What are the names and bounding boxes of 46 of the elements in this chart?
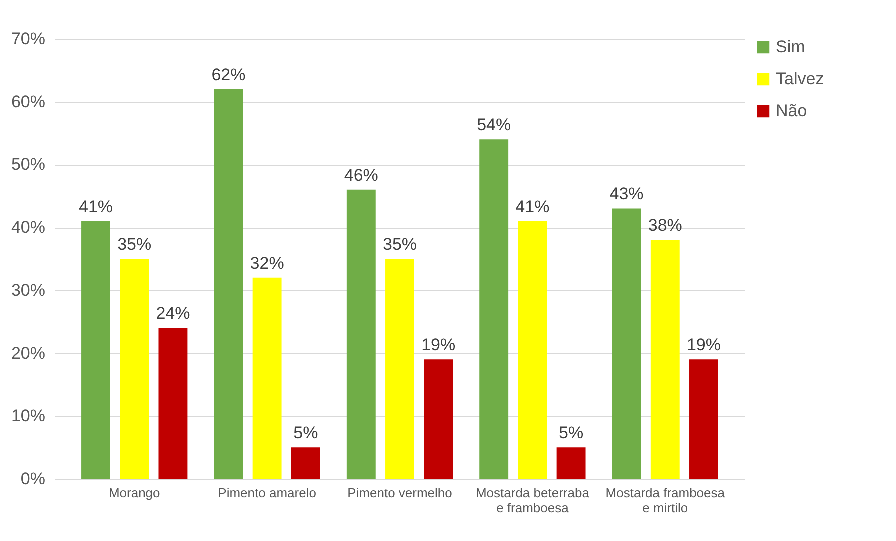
- data-label: 5%: [559, 424, 584, 443]
- data-label: 19%: [686, 336, 721, 355]
- data-label: 62%: [212, 65, 246, 84]
- y-tick-label: 50%: [11, 155, 46, 174]
- data-label: 38%: [648, 216, 682, 236]
- bar: [556, 448, 586, 479]
- x-tick-label: Pimento vermelho: [348, 486, 452, 500]
- data-label: 24%: [156, 304, 190, 324]
- data-label: 41%: [516, 197, 550, 216]
- bar: [650, 240, 680, 479]
- y-tick-label: 10%: [11, 406, 46, 426]
- x-tick-label: Mostarda framboesa e mirtilo: [606, 486, 726, 516]
- y-tick-label: 60%: [11, 92, 46, 112]
- data-label: 46%: [344, 166, 378, 185]
- x-tick-label: Morango: [108, 486, 160, 500]
- bar: [120, 259, 150, 479]
- bar: [690, 360, 718, 479]
- data-label: 19%: [422, 336, 456, 355]
- y-tick-label: 0%: [20, 470, 46, 488]
- legend-label: Não: [776, 102, 808, 120]
- bar: [480, 140, 509, 479]
- data-label: 5%: [294, 424, 318, 443]
- data-label: 54%: [477, 116, 512, 135]
- data-label: 41%: [79, 197, 114, 216]
- bar: [424, 360, 454, 479]
- legend-label: Talvez: [776, 70, 824, 88]
- data-label: 32%: [250, 254, 284, 273]
- bar: [386, 259, 414, 479]
- data-label: 43%: [610, 184, 644, 204]
- bar: [252, 278, 282, 479]
- bar: [612, 208, 642, 479]
- x-tick-label: Pimento amarelo: [218, 486, 316, 500]
- legend-label: Sim: [776, 38, 806, 56]
- data-label: 35%: [118, 235, 152, 254]
- bar: [82, 221, 110, 479]
- bar: [158, 328, 188, 479]
- bar: [214, 89, 244, 479]
- x-tick-label: Mostarda beterraba e framboesa: [476, 486, 590, 516]
- y-tick-label: 40%: [11, 218, 46, 238]
- bar: [346, 190, 376, 479]
- data-label: 35%: [382, 235, 418, 254]
- bar: [518, 221, 548, 479]
- y-tick-label: 30%: [11, 280, 46, 300]
- bar: [291, 448, 320, 479]
- y-tick-label: 20%: [11, 344, 46, 363]
- y-tick-label: 70%: [11, 30, 46, 48]
